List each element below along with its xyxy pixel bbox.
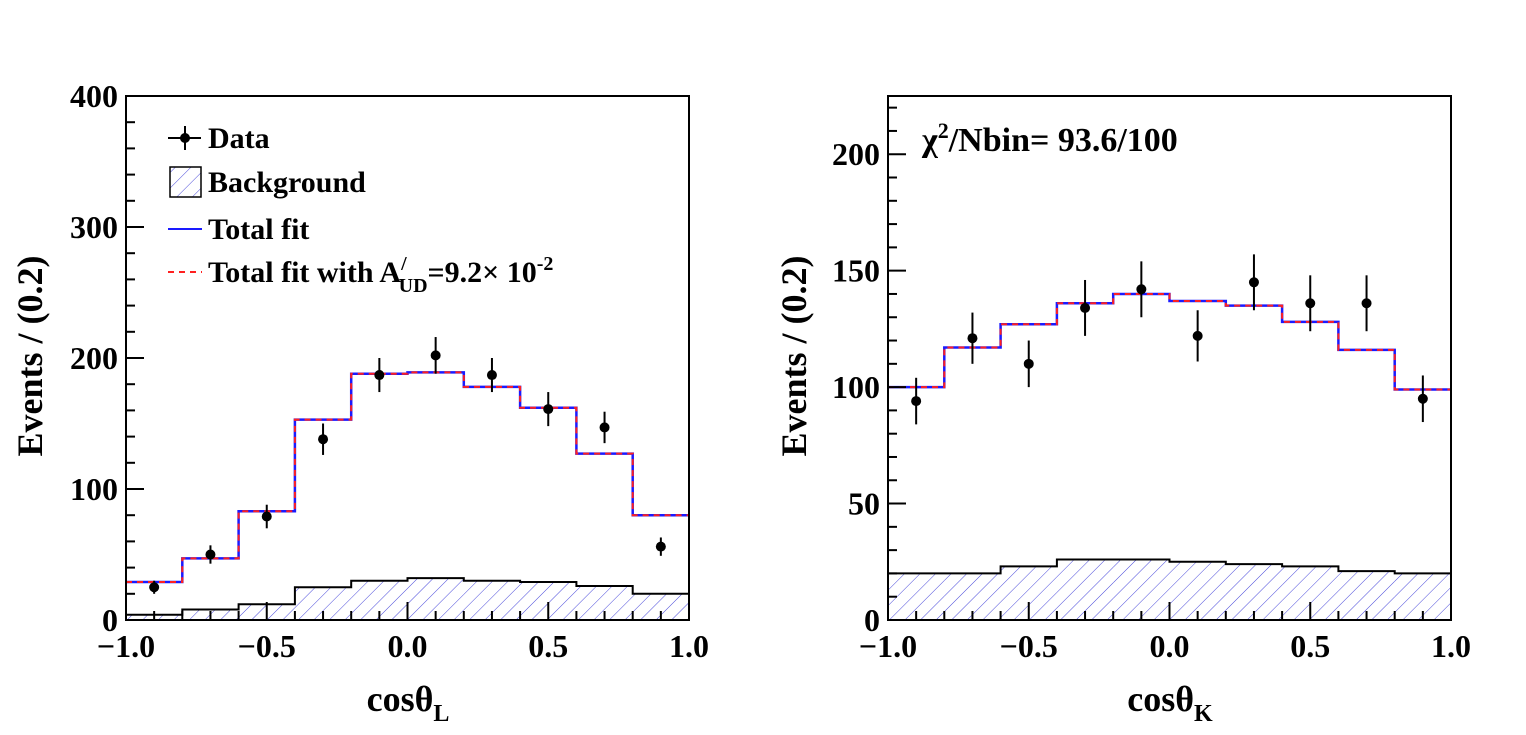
axes-layer: −1.0 −0.5 0.0 0.5 1.0 0 50 100 150 200 bbox=[832, 106, 1471, 664]
data-layer bbox=[911, 254, 1428, 425]
x-tick-label: 0.5 bbox=[1290, 628, 1330, 664]
chi2-annotation: χ2/Nbin= 93.6/100 bbox=[921, 118, 1178, 159]
y-tick-label: 50 bbox=[848, 486, 880, 522]
chi-sup: 2 bbox=[938, 118, 949, 143]
legend-background-swatch bbox=[169, 166, 202, 198]
data-point bbox=[1192, 330, 1203, 341]
x-tick-label: 0.5 bbox=[528, 628, 568, 664]
x-axis-label: cosθL bbox=[367, 679, 450, 727]
data-point bbox=[911, 396, 922, 407]
background-bin bbox=[1056, 559, 1114, 620]
axes-layer: −1.0 −0.5 0.0 0.5 1.0 0 100 200 300 400 bbox=[70, 78, 709, 664]
data-point bbox=[318, 434, 329, 445]
background-bin bbox=[1113, 559, 1170, 620]
data-point bbox=[149, 582, 160, 593]
x-axis-label-main: cosθ bbox=[1127, 679, 1194, 719]
legend-alt-sub: UD bbox=[399, 275, 428, 297]
y-tick-label: 150 bbox=[832, 253, 880, 289]
data-point bbox=[599, 422, 610, 433]
background-bin bbox=[1225, 564, 1283, 620]
data-point bbox=[430, 350, 441, 361]
x-tick-label: 1.0 bbox=[1431, 628, 1471, 664]
total-fit-alt-line bbox=[126, 371, 689, 584]
data-point bbox=[261, 511, 272, 522]
data-layer bbox=[149, 337, 666, 594]
total-fit-alt-line bbox=[888, 292, 1451, 391]
legend: Data Background Total fit Total fit with… bbox=[168, 122, 553, 297]
legend-data-marker bbox=[180, 133, 190, 143]
legend-alt-exp: -2 bbox=[537, 253, 554, 275]
legend-item-total-fit: Total fit bbox=[168, 213, 309, 246]
data-point bbox=[1023, 358, 1034, 369]
y-tick-label: 400 bbox=[70, 78, 118, 114]
background-layer bbox=[888, 558, 1451, 620]
legend-item-background: Background bbox=[169, 166, 366, 199]
x-tick-label: −1.0 bbox=[859, 628, 917, 664]
chi-text: /Nbin= 93.6/100 bbox=[948, 122, 1178, 159]
y-tick-label: 0 bbox=[864, 602, 880, 638]
data-point bbox=[1361, 298, 1372, 309]
legend-label-total-fit-alt: Total fit with A/UD=9.2× 10-2 bbox=[208, 253, 553, 297]
x-tick-label: 0.0 bbox=[1150, 628, 1190, 664]
background-outline bbox=[888, 558, 1451, 575]
y-tick-label: 200 bbox=[70, 340, 118, 376]
data-point bbox=[543, 404, 554, 415]
legend-item-data: Data bbox=[168, 122, 270, 155]
y-axis-label: Events / (0.2) bbox=[774, 256, 814, 457]
y-tick-label: 200 bbox=[832, 136, 880, 172]
x-axis-label: cosθK bbox=[1127, 679, 1213, 727]
y-tick-label: 300 bbox=[70, 209, 118, 245]
y-axis-label: Events / (0.2) bbox=[10, 256, 50, 457]
y-tick-label: 100 bbox=[832, 369, 880, 405]
data-point bbox=[967, 333, 978, 344]
data-point bbox=[1248, 277, 1259, 288]
background-outline bbox=[126, 577, 689, 616]
x-axis-label-sub: K bbox=[1194, 701, 1213, 727]
legend-label-data: Data bbox=[208, 122, 270, 155]
background-bin bbox=[1169, 561, 1226, 620]
legend-label-background: Background bbox=[208, 166, 366, 199]
x-axis-label-main: cosθ bbox=[367, 679, 434, 719]
legend-alt-prefix: Total fit with A bbox=[208, 256, 401, 289]
x-tick-label: −0.5 bbox=[1000, 628, 1058, 664]
fit-layer bbox=[888, 292, 1451, 391]
legend-alt-mid: =9.2× 10 bbox=[428, 256, 537, 289]
legend-label-total-fit: Total fit bbox=[208, 213, 309, 246]
x-tick-label: −0.5 bbox=[238, 628, 296, 664]
y-tick-label: 100 bbox=[70, 471, 118, 507]
data-point bbox=[1136, 284, 1147, 295]
data-point bbox=[486, 370, 497, 381]
legend-alt-sup: / bbox=[400, 253, 407, 275]
legend-item-total-fit-alt: Total fit with A/UD=9.2× 10-2 bbox=[168, 253, 553, 297]
right-chart: −1.0 −0.5 0.0 0.5 1.0 0 50 100 150 200 Events / (… bbox=[774, 95, 1471, 727]
y-tick-label: 0 bbox=[102, 602, 118, 638]
x-axis-label-sub: L bbox=[433, 701, 449, 727]
data-point bbox=[205, 549, 216, 560]
data-point bbox=[655, 541, 666, 552]
fit-layer bbox=[126, 371, 689, 584]
x-tick-label: 0.0 bbox=[388, 628, 428, 664]
data-point bbox=[1080, 302, 1091, 313]
data-point bbox=[1417, 393, 1428, 404]
left-chart: −1.0 −0.5 0.0 0.5 1.0 0 100 200 300 400 Events / … bbox=[10, 78, 709, 727]
data-point bbox=[374, 370, 385, 381]
chi-symbol: χ bbox=[921, 122, 938, 159]
x-tick-label: −1.0 bbox=[97, 628, 155, 664]
data-point bbox=[1305, 298, 1316, 309]
x-tick-label: 1.0 bbox=[669, 628, 709, 664]
